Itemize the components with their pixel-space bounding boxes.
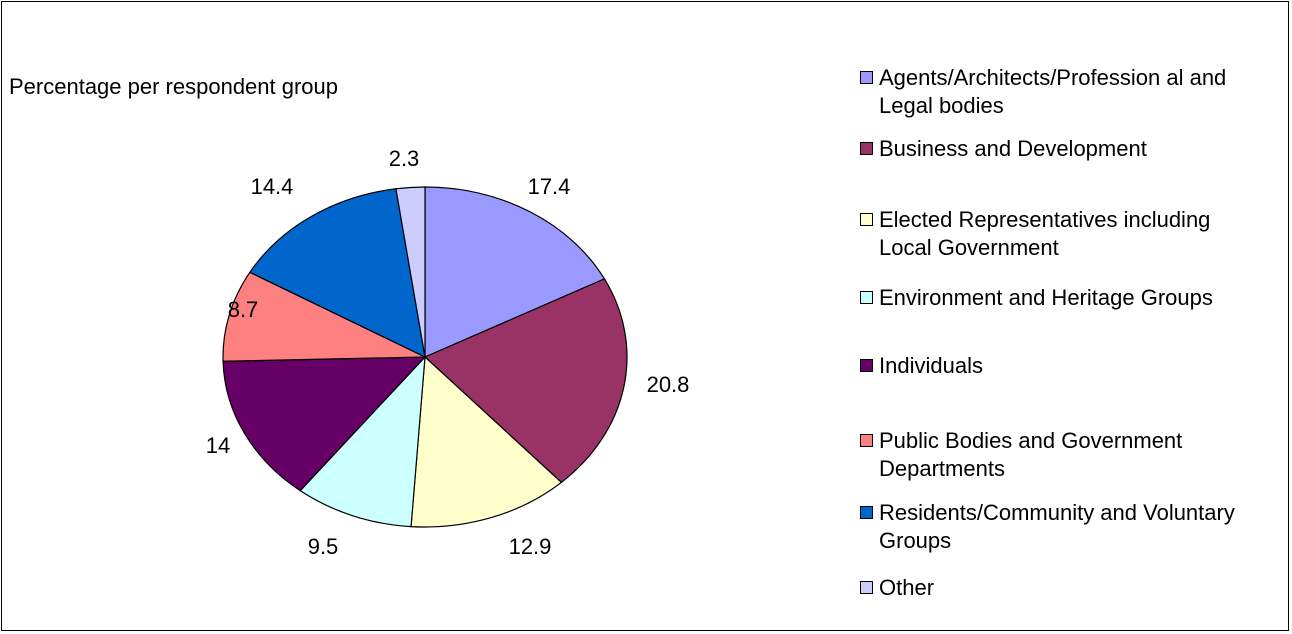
pie-slice-3	[410, 355, 563, 528]
legend-item-2: Business and Development	[860, 135, 1279, 163]
pie-slice-1	[424, 186, 606, 358]
chart-title: Percentage per respondent group	[9, 74, 339, 99]
legend-item-5: Individuals	[860, 352, 1279, 380]
pie-slices	[222, 186, 628, 528]
pie-slice-2	[423, 278, 628, 484]
legend-item-7: Residents/Community and Voluntary Groups	[860, 499, 1249, 555]
legend-label-2: Business and Development	[879, 136, 1147, 161]
legend-label-1: Agents/Architects/Profession al and Lega…	[879, 65, 1227, 118]
pie-value-label-2: 20.8	[647, 372, 690, 397]
legend-item-1: Agents/Architects/Profession al and Lega…	[860, 64, 1279, 120]
legend-swatch-6	[860, 434, 873, 447]
pie-value-label-6: 8.7	[228, 297, 259, 322]
legend-swatch-1	[860, 71, 873, 84]
legend-swatch-5	[860, 359, 873, 372]
pie-slice-6	[222, 271, 426, 362]
legend-item-4: Environment and Heritage Groups	[860, 284, 1249, 312]
pie-slice-4	[299, 355, 426, 528]
pie-value-label-4: 9.5	[308, 534, 339, 559]
legend-label-3: Elected Representatives including Local …	[879, 207, 1211, 260]
legend-swatch-8	[860, 581, 873, 594]
pie-value-label-1: 17.4	[528, 174, 571, 199]
legend-item-3: Elected Representatives including Local …	[860, 206, 1269, 262]
pie-value-label-7: 14.4	[251, 174, 294, 199]
legend-label-8: Other	[879, 575, 935, 600]
pie-value-label-3: 12.9	[509, 534, 552, 559]
pie-slice-5	[222, 356, 427, 492]
legend-swatch-4	[860, 291, 873, 304]
legend-swatch-7	[860, 506, 873, 519]
legend-swatch-3	[860, 213, 873, 226]
pie-value-label-5: 14	[206, 433, 230, 458]
pie-value-labels: 17.4 20.8 12.9 9.5 14 8.7 14.4 2.3	[206, 146, 690, 559]
pie-slice-8	[395, 186, 426, 358]
legend-item-6: Public Bodies and Government Departments	[860, 427, 1239, 483]
legend-label-6: Public Bodies and Government Departments	[879, 428, 1183, 481]
legend-label-7: Residents/Community and Voluntary Groups	[879, 500, 1235, 553]
pie-value-label-8: 2.3	[389, 146, 420, 171]
legend-swatch-2	[860, 142, 873, 155]
legend-label-5: Individuals	[879, 353, 983, 378]
legend-label-4: Environment and Heritage Groups	[879, 285, 1213, 310]
pie-slice-7	[248, 188, 426, 359]
legend-item-8: Other	[860, 574, 1279, 602]
